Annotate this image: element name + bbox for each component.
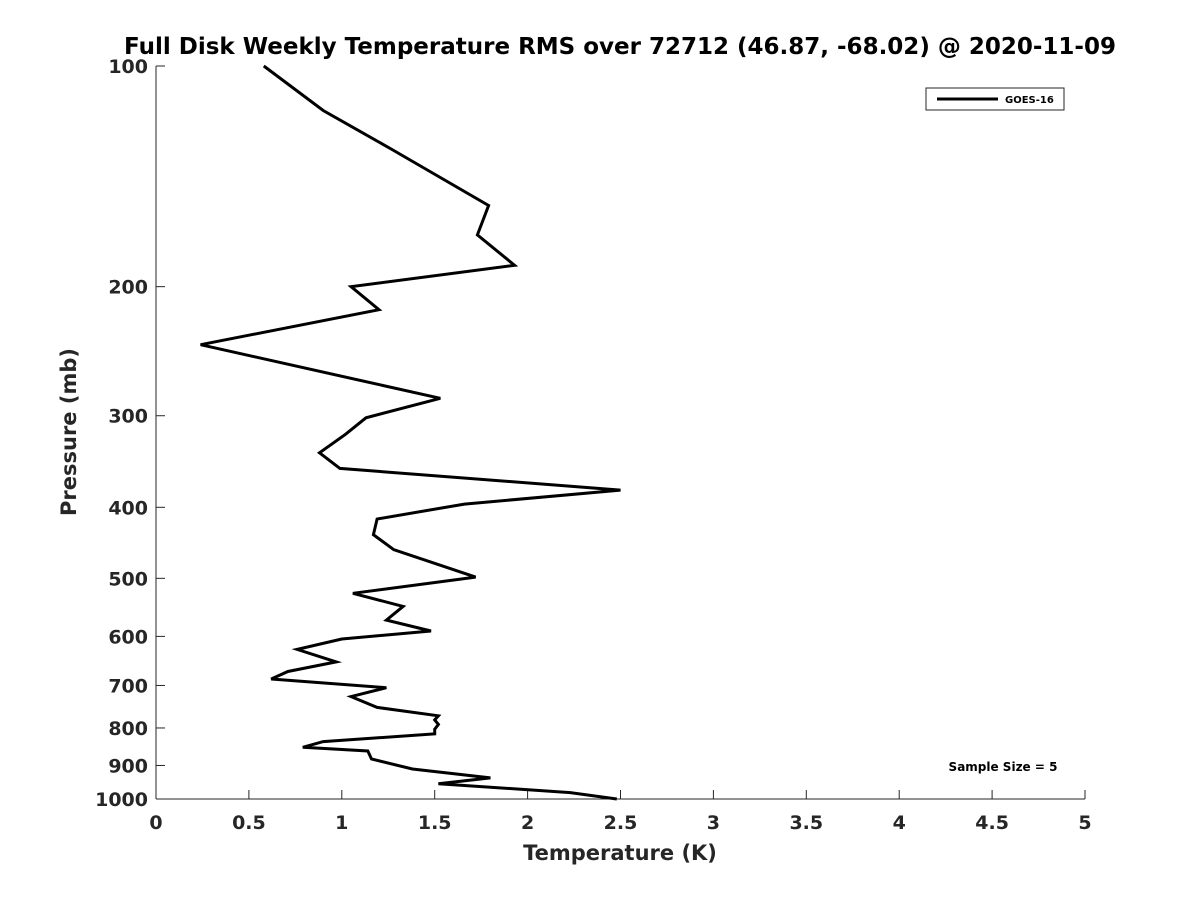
sample-size-annotation: Sample Size = 5 [949, 760, 1058, 774]
legend-label: GOES-16 [1005, 95, 1054, 106]
x-tick-label: 2 [521, 812, 534, 834]
x-tick-label: 0 [149, 812, 162, 834]
x-tick-label: 3.5 [789, 812, 823, 834]
y-tick-label: 900 [108, 755, 148, 777]
x-tick-label: 3 [707, 812, 720, 834]
y-tick-label: 500 [108, 568, 148, 590]
x-tick-label: 0.5 [232, 812, 266, 834]
y-tick-label: 600 [108, 626, 148, 648]
y-tick-label: 700 [108, 675, 148, 697]
chart-title: Full Disk Weekly Temperature RMS over 72… [124, 34, 1116, 60]
y-tick-label: 300 [108, 406, 148, 428]
y-tick-label: 200 [108, 277, 148, 299]
y-axis-label: Pressure (mb) [57, 348, 81, 516]
x-axis-label: Temperature (K) [523, 841, 717, 865]
x-tick-label: 2.5 [604, 812, 638, 834]
y-tick-label: 400 [108, 497, 148, 519]
series-line-goes-16 [200, 64, 621, 801]
x-tick-label: 4 [893, 812, 906, 834]
x-tick-label: 1 [335, 812, 348, 834]
y-tick-label: 100 [108, 56, 148, 78]
y-tick-label: 1000 [95, 789, 148, 811]
y-tick-label: 800 [108, 718, 148, 740]
x-ticks: 0 0.5 1 1.5 2 2.5 3 3.5 4 4.5 5 [149, 790, 1092, 834]
x-tick-label: 4.5 [975, 812, 1009, 834]
plot-area [156, 66, 1085, 799]
x-tick-label: 1.5 [418, 812, 452, 834]
y-ticks: 100 200 300 400 500 600 700 800 900 1000 [95, 56, 165, 811]
x-tick-label: 5 [1078, 812, 1091, 834]
legend: GOES-16 [925, 87, 1065, 111]
